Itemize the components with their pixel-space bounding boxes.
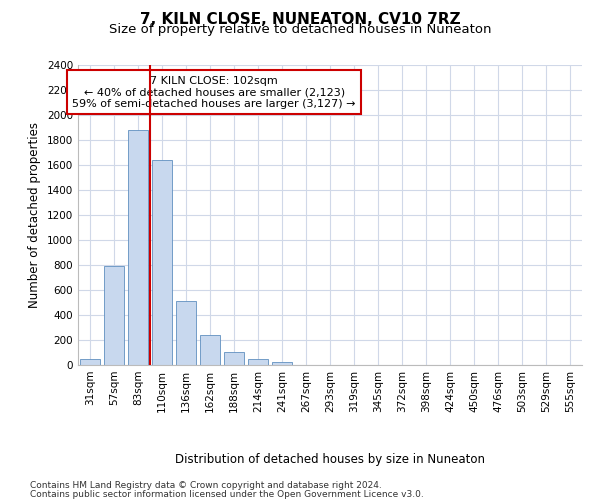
Text: Contains public sector information licensed under the Open Government Licence v3: Contains public sector information licen… (30, 490, 424, 499)
Text: Distribution of detached houses by size in Nuneaton: Distribution of detached houses by size … (175, 452, 485, 466)
Bar (248, 359, 268, 365)
Bar (176, 301, 196, 365)
Y-axis label: Number of detached properties: Number of detached properties (28, 122, 41, 308)
Text: Size of property relative to detached houses in Nuneaton: Size of property relative to detached ho… (109, 24, 491, 36)
Bar (152, 160, 172, 365)
Bar (104, 266, 124, 365)
Bar (224, 352, 244, 365)
Text: Contains HM Land Registry data © Crown copyright and database right 2024.: Contains HM Land Registry data © Crown c… (30, 481, 382, 490)
Bar (128, 130, 148, 365)
Bar (80, 359, 100, 365)
Text: 7 KILN CLOSE: 102sqm
← 40% of detached houses are smaller (2,123)
59% of semi-de: 7 KILN CLOSE: 102sqm ← 40% of detached h… (73, 76, 356, 108)
Bar (272, 362, 292, 365)
Text: 7, KILN CLOSE, NUNEATON, CV10 7RZ: 7, KILN CLOSE, NUNEATON, CV10 7RZ (140, 12, 460, 28)
Bar (200, 335, 220, 365)
